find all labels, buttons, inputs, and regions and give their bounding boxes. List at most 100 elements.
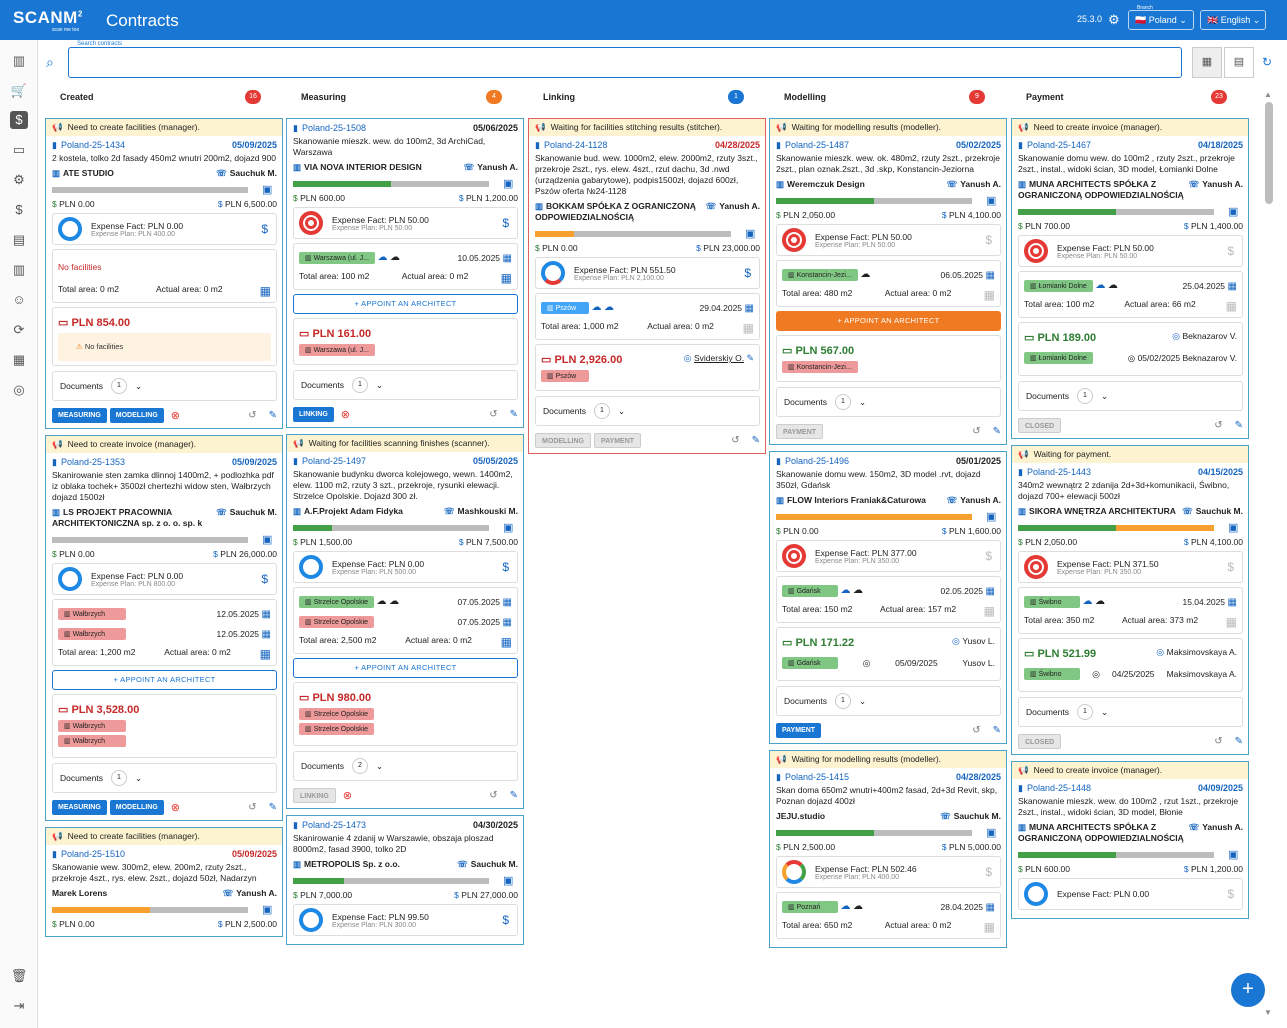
calendar-icon[interactable]: ▦ — [502, 616, 512, 628]
contract-card[interactable]: ▮ Poland-25-1496 05/01/2025 Skanowanie dom… — [769, 451, 1007, 744]
add-facility-icon[interactable]: ▦ — [500, 271, 512, 285]
refresh-icon[interactable]: ↻ — [1262, 55, 1273, 69]
invoice-facility-tag[interactable]: ▥ Konstancin-Jezi... — [782, 361, 858, 373]
closed-button[interactable]: CLOSED — [1018, 417, 1062, 433]
facility-tag[interactable]: ▥ Świbno — [1024, 596, 1080, 608]
money-off-icon[interactable]: $ — [985, 549, 992, 563]
history-icon[interactable]: ↺ — [248, 801, 257, 813]
invoice-facility-tag[interactable]: ▥ Świbno — [1024, 668, 1080, 680]
payment-icon[interactable]: ▣ — [745, 228, 756, 240]
cloud-upload-icon[interactable]: ☁ — [840, 585, 851, 596]
money-off-icon[interactable]: $ — [1227, 887, 1234, 901]
appoint-architect-button[interactable]: + APPOINT AN ARCHITECT — [293, 658, 518, 678]
payment-button[interactable]: PAYMENT — [594, 432, 642, 448]
grid-view-toggle[interactable]: ▦ — [1192, 47, 1222, 78]
money-off-icon[interactable]: $ — [261, 572, 268, 586]
contract-card[interactable]: ▮ Poland-25-1473 04/30/2025 Skanirowanie 4… — [286, 815, 524, 945]
scroll-down-arrow[interactable]: ▼ — [1264, 1008, 1272, 1017]
invoice-facility-tag[interactable]: ▥ Warszawa (ul. J... — [299, 344, 375, 356]
money-off-icon[interactable]: $ — [15, 202, 23, 217]
calendar-icon[interactable]: ▦ — [1227, 596, 1237, 608]
money-off-icon[interactable]: $ — [502, 560, 509, 574]
language-select[interactable]: 🇬🇧 English ⌄ — [1200, 10, 1266, 30]
appoint-architect-button[interactable]: + APPOINT AN ARCHITECT — [52, 670, 277, 690]
scroll-up-arrow[interactable]: ▲ — [1264, 90, 1272, 99]
money-off-icon[interactable]: $ — [985, 233, 992, 247]
edit-icon[interactable]: ✎ — [746, 353, 754, 363]
contract-card[interactable]: 📢 Waiting for facilities scanning finishe… — [286, 434, 524, 809]
chevron-down-icon[interactable]: ⌄ — [859, 396, 867, 407]
facility-tag[interactable]: ▥ Gdańsk — [782, 585, 838, 597]
history-icon[interactable]: ↺ — [489, 789, 498, 801]
invoice-facility-tag[interactable]: ▥ Wałbrzych — [58, 735, 126, 747]
contract-card[interactable]: 📢 Waiting for modelling results (modeller… — [769, 118, 1007, 445]
cancel-icon[interactable]: ⊗ — [170, 801, 180, 814]
calendar-icon[interactable]: ▦ — [985, 585, 995, 597]
edit-icon[interactable]: ✎ — [751, 434, 760, 446]
cloud-upload-icon[interactable]: ☁ — [376, 596, 387, 607]
dashboard-icon[interactable]: ▥ — [12, 53, 26, 68]
contract-id-link[interactable]: Poland-24-1128 — [543, 140, 608, 150]
payment-icon[interactable]: ▣ — [262, 534, 273, 546]
calendar-icon[interactable]: ▦ — [261, 628, 271, 640]
modelling-button[interactable]: MODELLING — [109, 407, 164, 423]
edit-icon[interactable]: ✎ — [1234, 419, 1243, 431]
cloud-upload-icon[interactable]: ☁ — [840, 901, 851, 912]
chevron-down-icon[interactable]: ⌄ — [618, 405, 626, 416]
cloud-upload-icon[interactable]: ☁ — [377, 252, 388, 263]
add-contract-button[interactable]: + — [1231, 973, 1265, 1007]
cancel-icon[interactable]: ⊗ — [342, 789, 352, 802]
contract-id-link[interactable]: Poland-25-1434 — [60, 140, 126, 150]
contract-card[interactable]: ▮ Poland-25-1508 05/06/2025 Skanowanie mie… — [286, 118, 524, 428]
search-field[interactable]: Search contracts — [68, 41, 1182, 78]
history-icon[interactable]: ↺ — [731, 434, 740, 446]
trash-icon[interactable]: 🗑 — [10, 968, 28, 983]
calendar-icon[interactable]: ▦ — [744, 302, 754, 314]
calendar-icon[interactable]: ▦ — [1227, 280, 1237, 292]
contract-id-link[interactable]: Poland-25-1510 — [60, 849, 126, 859]
measuring-button[interactable]: MEASURING — [52, 407, 107, 423]
invoice-facility-tag[interactable]: ▥ Strzelce Opolskie — [299, 708, 375, 720]
contract-card[interactable]: 📢 Need to create invoice (manager). ▮ Pola… — [1011, 761, 1249, 919]
invoice-facility-tag[interactable]: ▥ Pszów — [541, 370, 589, 382]
calendar-icon[interactable]: ▦ — [12, 352, 26, 367]
cart-icon[interactable]: 🛒 — [10, 83, 28, 98]
calendar-icon[interactable]: ▦ — [985, 269, 995, 281]
chevron-down-icon[interactable]: ⌄ — [1101, 390, 1109, 401]
calendar-icon[interactable]: ▦ — [502, 596, 512, 608]
contract-id-link[interactable]: Poland-25-1497 — [301, 456, 367, 466]
add-facility-icon[interactable]: ▦ — [983, 604, 995, 618]
payment-icon[interactable]: ▣ — [986, 511, 997, 523]
money-off-icon[interactable]: $ — [261, 222, 268, 236]
user-settings-icon[interactable]: ⚙ — [13, 172, 25, 187]
history-icon[interactable]: ↺ — [1214, 419, 1223, 431]
payment-icon[interactable]: ▣ — [503, 178, 514, 190]
list-view-toggle[interactable]: ▤ — [1224, 47, 1254, 78]
chevron-down-icon[interactable]: ⌄ — [376, 379, 384, 390]
edit-icon[interactable]: ✎ — [268, 409, 277, 421]
chevron-down-icon[interactable]: ⌄ — [135, 772, 143, 783]
history-icon[interactable]: ↺ — [1214, 735, 1223, 747]
contract-id-link[interactable]: Poland-25-1473 — [301, 820, 367, 830]
contract-card[interactable]: 📢 Waiting for modelling results (modeller… — [769, 750, 1007, 948]
payment-icon[interactable]: ▣ — [262, 904, 273, 916]
cloud-upload-icon[interactable]: ☁ — [1095, 280, 1106, 291]
linking-button[interactable]: LINKING — [293, 787, 336, 803]
documents-box[interactable]: Documents 1 ⌄ — [52, 371, 277, 401]
facility-tag[interactable]: ▥ Poznań — [782, 901, 838, 913]
facility-tag[interactable]: ▥ Łomianki Dolne — [1024, 280, 1093, 292]
contracts-icon[interactable]: $ — [10, 111, 28, 129]
cloud-upload-icon[interactable]: ☁ — [860, 269, 871, 280]
edit-icon[interactable]: ✎ — [268, 801, 277, 813]
payment-icon[interactable]: ▣ — [262, 184, 273, 196]
chevron-down-icon[interactable]: ⌄ — [135, 380, 143, 391]
cloud-upload-icon[interactable]: ☁ — [1082, 596, 1093, 607]
search-input[interactable] — [75, 55, 1175, 67]
documents-box[interactable]: Documents 2 ⌄ — [293, 751, 518, 781]
documents-box[interactable]: Documents 1 ⌄ — [52, 763, 277, 793]
documents-box[interactable]: Documents 1 ⌄ — [535, 396, 760, 426]
chevron-down-icon[interactable]: ⌄ — [1101, 706, 1109, 717]
history-icon[interactable]: ↺ — [248, 409, 257, 421]
cloud-upload-icon[interactable]: ☁ — [591, 302, 602, 313]
team-icon[interactable]: ☺ — [12, 292, 26, 307]
